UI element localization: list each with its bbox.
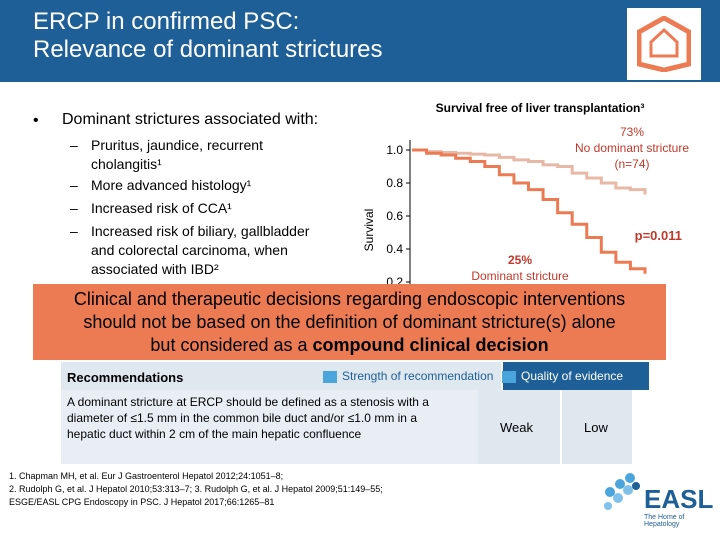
reference-line: ESGE/EASL CPG Endoscopy in PSC. J Hepato… [9,497,275,507]
bullet-marker: • [33,112,39,129]
upper-percent-annotation: 73% [620,125,644,139]
upper-label-annotation: No dominant stricture [575,141,689,155]
key-message-banner: Clinical and therapeutic decisions regar… [33,284,666,360]
pvalue-annotation: p=0.011 [635,228,682,243]
sub-item-dash: – [70,223,78,239]
quality-cell: Low [562,390,632,464]
lower-label-annotation: Dominant stricture [471,269,569,283]
sub-item-dash: – [70,177,78,193]
strength-legend-square [323,371,337,383]
sub-item-dash: – [70,200,78,216]
quality-header-bar [503,362,649,390]
y-tick-label: 0.4 [386,242,403,256]
y-tick-label: 0.8 [386,176,403,190]
strength-cell: Weak [478,390,560,464]
banner-line-2: should not be based on the definition of… [83,312,616,332]
banner-line-3-bold: compound clinical decision [312,335,549,355]
strength-value: Weak [500,420,533,435]
reference-line: 1. Chapman MH, et al. Eur J Gastroentero… [9,471,284,481]
sub-item-text: Pruritus, jaundice, recurrent cholangiti… [91,137,263,172]
recommendation-text: A dominant stricture at ERCP should be d… [67,395,429,441]
y-tick-label: 0.6 [386,209,403,223]
easl-tagline: The Home of Hepatology [644,514,685,528]
series-no-dominant-stricture-line [412,148,647,195]
bullet-heading: Dominant strictures associated with: [62,111,319,128]
quality-legend-square [502,371,516,383]
y-tick-label: 1.0 [386,143,403,157]
series-dominant-stricture-line [412,148,647,274]
recommendations-label: Recommendations [67,370,184,385]
strength-legend-label: Strength of recommendation [342,369,494,383]
easl-logo: EASL The Home of Hepatology [600,470,714,530]
sub-item-text: Increased risk of CCA¹ [91,200,232,216]
recommendations-header: Recommendations [61,362,501,390]
reference-line: 2. Rudolph G, et al. J Hepatol 2010;53:3… [9,484,383,494]
title-line-1: ERCP in confirmed PSC: [33,8,300,35]
quality-legend-label: Quality of evidence [521,369,624,383]
home-icon [637,16,691,72]
chart-title: Survival free of liver transplantation³ [436,101,645,115]
lower-percent-annotation: 25% [508,253,532,267]
references: 1. Chapman MH, et al. Eur J Gastroentero… [9,470,469,509]
slide-header: ERCP in confirmed PSC: Relevance of domi… [0,0,720,82]
easl-logo-mark-icon [604,473,640,510]
banner-line-3: but considered as a compound clinical de… [33,334,666,356]
y-axis-label: Survival [362,209,376,252]
sub-item-text: More advanced histology¹ [91,177,252,193]
recommendation-body: A dominant stricture at ERCP should be d… [61,390,501,464]
home-logo [627,8,701,80]
easl-logo-text: EASL [644,484,714,514]
banner-line-1: Clinical and therapeutic decisions regar… [73,289,626,309]
sub-item-dash: – [70,137,78,153]
upper-n-annotation: (n=74) [614,157,649,171]
title-line-2: Relevance of dominant strictures [33,36,383,63]
quality-value: Low [584,420,608,435]
slide-title: ERCP in confirmed PSC: Relevance of domi… [33,8,383,64]
sub-item-text: Increased risk of biliary, gallbladder a… [91,223,310,277]
banner-line-3-normal: but considered as a [150,335,313,355]
